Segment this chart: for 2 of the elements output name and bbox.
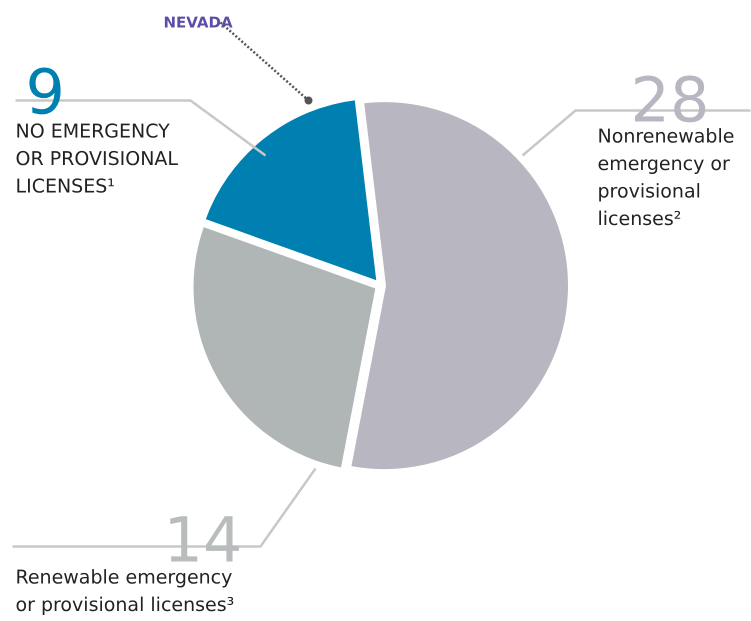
text: NEVADA [164,14,233,32]
slice-label: Nonrenewable emergency or provisional licenses² [598,126,734,230]
